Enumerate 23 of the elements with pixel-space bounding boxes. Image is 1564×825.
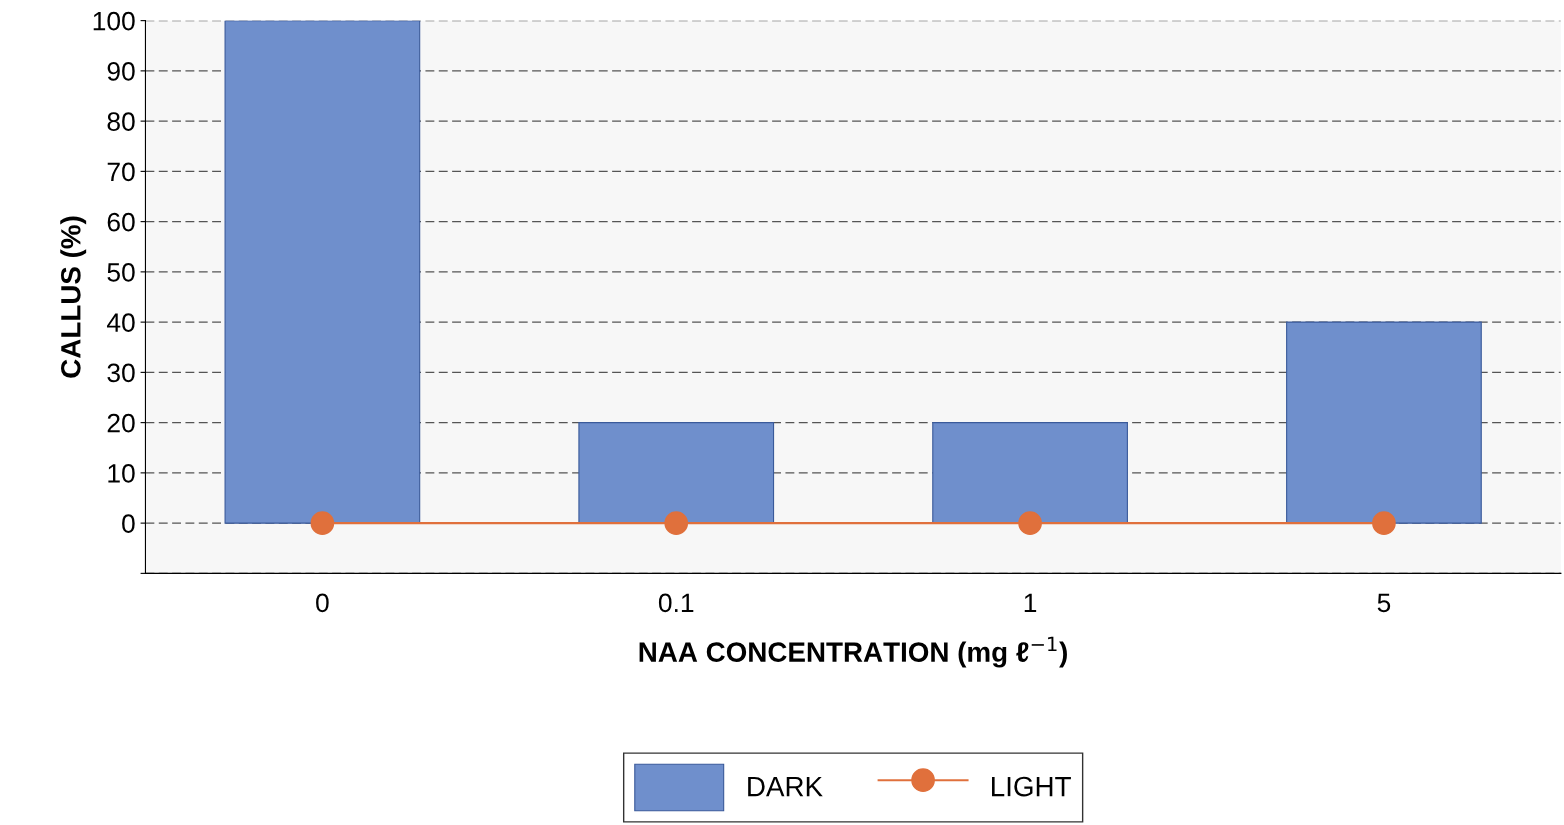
x-tick-label: 5	[1377, 593, 1391, 613]
x-tick-label: 0.1	[658, 593, 694, 613]
legend-label: DARK	[748, 777, 823, 797]
y-tick-label: 100	[93, 11, 135, 31]
x-axis-title: NAA CONCENTRATION (mg ℓ$^{−1}$)	[639, 636, 1067, 668]
bar	[1286, 321, 1482, 524]
y-tick-label: 90	[107, 62, 135, 81]
y-tick-label: 70	[107, 162, 135, 182]
y-tick-label: 10	[108, 464, 135, 483]
x-tick-label: 1	[1024, 593, 1037, 612]
y-tick-label: 30	[107, 363, 135, 383]
bar	[224, 20, 421, 524]
y-axis-title: CALLUS (%)	[60, 216, 87, 378]
y-tick-label: 40	[106, 313, 135, 332]
legend-label: LIGHT	[992, 776, 1071, 797]
bar	[578, 422, 775, 524]
bar	[932, 422, 1128, 524]
y-tick-label: 0	[122, 514, 135, 533]
y-tick-label: 80	[107, 112, 135, 131]
y-tick-label: 50	[107, 263, 135, 282]
y-tick-label: 20	[107, 413, 135, 433]
y-tick-label: 60	[107, 212, 135, 232]
x-tick-label: 0	[316, 593, 329, 613]
